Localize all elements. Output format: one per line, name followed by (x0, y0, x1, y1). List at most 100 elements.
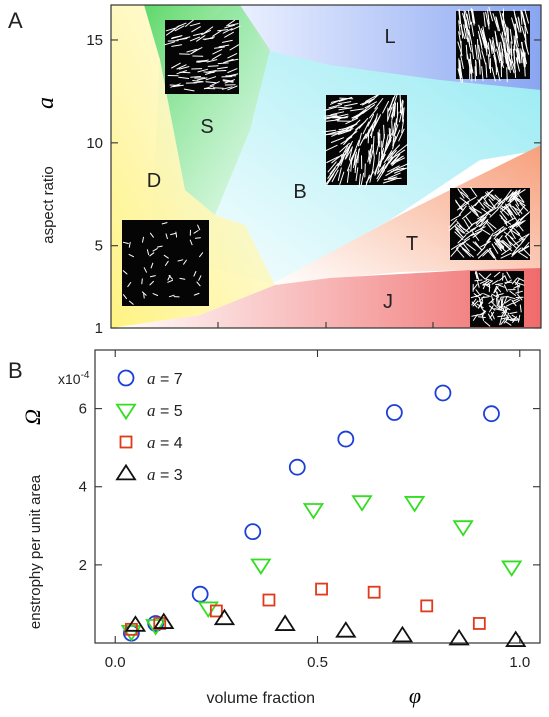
rod (454, 231, 464, 240)
rod (360, 98, 373, 106)
rod (368, 150, 371, 165)
rod (513, 35, 516, 51)
rod (474, 44, 478, 60)
rod (489, 209, 499, 218)
rod (506, 67, 508, 83)
rod (149, 252, 155, 257)
rod (509, 205, 518, 216)
rod (382, 178, 397, 184)
rod (199, 252, 204, 258)
data-point-a3 (153, 612, 175, 629)
rod (339, 142, 350, 153)
rod (324, 144, 338, 152)
region-label-t: T (406, 233, 418, 255)
rod (331, 169, 339, 183)
rod (387, 177, 402, 180)
rod (325, 174, 334, 187)
rod (327, 161, 337, 173)
data-point-a5 (351, 495, 373, 512)
rod (183, 88, 195, 92)
data-point-a3 (124, 615, 147, 632)
rod (329, 167, 338, 180)
rod (497, 197, 508, 205)
rod (226, 19, 236, 27)
rod (461, 211, 472, 220)
rod (509, 28, 513, 44)
data-point-a4 (262, 593, 276, 607)
rod (521, 41, 525, 57)
rod (323, 114, 338, 117)
rod (204, 26, 214, 34)
panel-b-xlabel: volume fraction (207, 690, 316, 707)
data-point-a3 (213, 608, 236, 626)
rod (518, 233, 530, 240)
rod (511, 247, 522, 256)
rod (483, 283, 491, 288)
rod (393, 149, 406, 158)
rod (345, 117, 359, 125)
rod (503, 305, 508, 314)
rod (212, 30, 222, 37)
rod (501, 31, 505, 47)
rod (378, 154, 386, 167)
rod (466, 243, 476, 251)
rod (518, 17, 522, 33)
rod (205, 70, 217, 73)
rod (363, 104, 376, 113)
rod (498, 297, 502, 305)
rod (348, 146, 353, 161)
legend-marker (119, 435, 133, 449)
rod (517, 277, 525, 282)
rod (524, 40, 529, 55)
rod (465, 44, 468, 60)
data-point-a4 (367, 585, 381, 599)
rod (509, 192, 518, 203)
rod (477, 316, 486, 318)
rod (224, 79, 235, 84)
rod (467, 9, 472, 25)
rod (367, 129, 370, 144)
data-point-a3 (274, 614, 296, 631)
rod (193, 271, 197, 277)
region-j-area (111, 268, 541, 328)
rod (460, 23, 464, 39)
data-point-a4 (315, 582, 328, 596)
rod (342, 124, 356, 130)
rod (487, 14, 490, 30)
rod (502, 239, 512, 248)
rod (467, 37, 472, 53)
rod (376, 167, 385, 180)
rod (177, 259, 184, 262)
rod (171, 35, 182, 40)
rod (392, 93, 398, 107)
rod (481, 296, 490, 299)
rod (499, 210, 508, 221)
rod (465, 196, 477, 204)
rod (485, 11, 489, 27)
rod (322, 129, 337, 133)
data-point-a5 (250, 558, 272, 576)
rod (358, 173, 361, 188)
rod (506, 302, 514, 307)
rod (204, 36, 215, 41)
rod (465, 215, 473, 226)
rod (491, 66, 496, 82)
rod (462, 13, 468, 28)
data-point-a7 (337, 430, 355, 448)
rod (515, 57, 520, 72)
rod (499, 10, 503, 26)
rod (370, 124, 374, 138)
rod (198, 275, 202, 281)
rod (494, 31, 498, 47)
rod (500, 252, 512, 259)
region-label-d: D (147, 170, 161, 192)
rod (475, 271, 478, 280)
rod (465, 27, 469, 43)
rod (364, 126, 372, 140)
rod (507, 27, 510, 43)
rod (511, 314, 519, 320)
rod (454, 225, 464, 234)
rod (344, 141, 353, 153)
rod (178, 66, 190, 70)
